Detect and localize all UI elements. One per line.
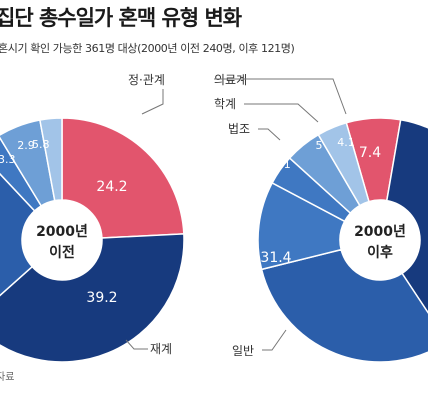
left-donut-hole [22,200,102,280]
right-leader-line-medical [214,78,347,115]
left-leader-line-business [125,339,148,350]
right-category-label-law: 법조 [228,122,250,136]
right-center-line-2: 이후 [367,244,393,261]
right-category-label-medical: 의료계 [214,73,247,87]
chart-subtitle: 혼시기 확인 가능한 361명 대상(2000년 이전 240명, 이후 121… [0,42,295,55]
source-note: 자료 [0,372,15,383]
right-category-label-academia: 학계 [214,97,236,111]
left-value-label-5: 3.3 [0,153,16,166]
right-center-line-1: 2000년 [354,224,406,240]
right-value-label-acad: 5 [316,139,323,152]
right-leader-line-general [262,329,287,351]
left-leader-line-politics [141,89,164,115]
right-value-label-general: 31.4 [260,250,291,266]
chart-title: 집단 총수일가 혼맥 유형 변화 [0,6,242,30]
left-category-label-business: 재계 [150,342,172,356]
left-value-label-biz: 39.2 [86,290,117,306]
left-value-label-3: 2.9 [17,139,35,152]
left-value-label-pol: 24.2 [96,179,127,195]
right-leader-line-law [258,128,281,141]
right-value-label-pol: 7.4 [359,145,381,161]
right-leader-line-academia [244,103,319,123]
left-value-label-4: 5.8 [32,138,50,151]
right-value-label-law: 4.1 [273,158,291,171]
right-category-label-general: 일반 [232,344,254,358]
right-donut-hole [340,200,420,280]
left-center-line-1: 2000년 [36,224,88,240]
right-value-label-med: 4.1 [337,136,355,149]
left-center-line-2: 이전 [49,244,75,261]
right-donut-chart [257,117,428,363]
left-category-label-politics: 정·관계 [128,73,165,87]
